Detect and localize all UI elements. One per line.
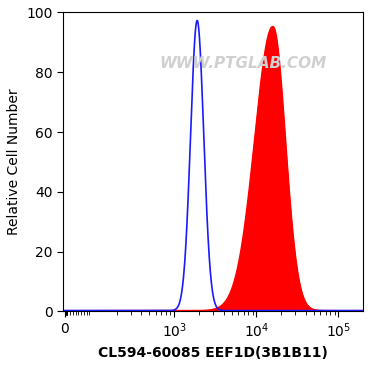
Text: WWW.PTGLAB.COM: WWW.PTGLAB.COM: [159, 56, 327, 71]
X-axis label: CL594-60085 EEF1D(3B1B11): CL594-60085 EEF1D(3B1B11): [98, 346, 328, 360]
Y-axis label: Relative Cell Number: Relative Cell Number: [7, 89, 21, 235]
